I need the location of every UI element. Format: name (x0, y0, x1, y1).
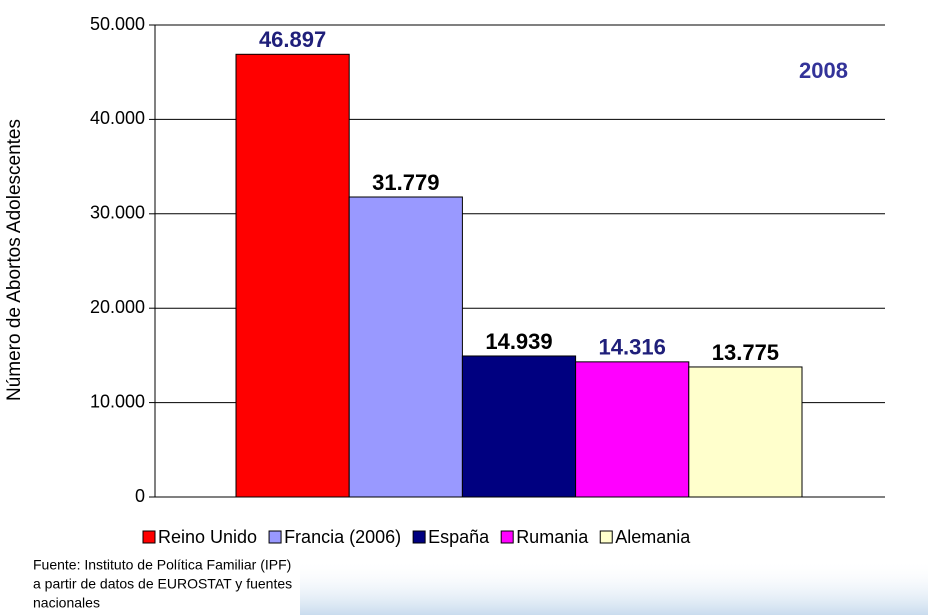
value-label: 14.316 (599, 335, 666, 360)
source-note: Fuente: Instituto de Política Familiar (… (33, 557, 291, 573)
y-axis-title: Número de Abortos Adolescentes (4, 119, 25, 401)
y-tick-label: 10.000 (90, 391, 145, 411)
bar (235, 53, 350, 498)
value-label: 31.779 (372, 170, 439, 195)
legend-label: Rumania (516, 527, 589, 547)
bar (348, 196, 463, 498)
legend-swatch (412, 530, 426, 544)
source-note: nacionales (33, 595, 100, 611)
y-tick-label: 30.000 (90, 203, 145, 223)
y-tick-label: 40.000 (90, 108, 145, 128)
value-label: 46.897 (259, 27, 326, 52)
legend-swatch (599, 530, 613, 544)
value-label: 13.775 (712, 340, 779, 365)
legend-label: España (428, 527, 490, 547)
legend-swatch (142, 530, 156, 544)
legend-label: Reino Unido (158, 527, 257, 547)
legend-label: Francia (2006) (284, 527, 401, 547)
annotation: 2008 (799, 58, 848, 83)
y-tick-label: 50.000 (90, 14, 145, 34)
y-tick-label: 20.000 (90, 297, 145, 317)
bar (461, 355, 577, 498)
legend-swatch (500, 530, 514, 544)
bar (688, 366, 803, 498)
legend-swatch (268, 530, 282, 544)
y-tick-label: 0 (135, 486, 145, 506)
bar (575, 361, 690, 498)
background-band (300, 560, 928, 615)
value-label: 14.939 (485, 329, 552, 354)
legend-label: Alemania (615, 527, 691, 547)
source-note: a partir de datos de EUROSTAT y fuentes (33, 576, 292, 592)
